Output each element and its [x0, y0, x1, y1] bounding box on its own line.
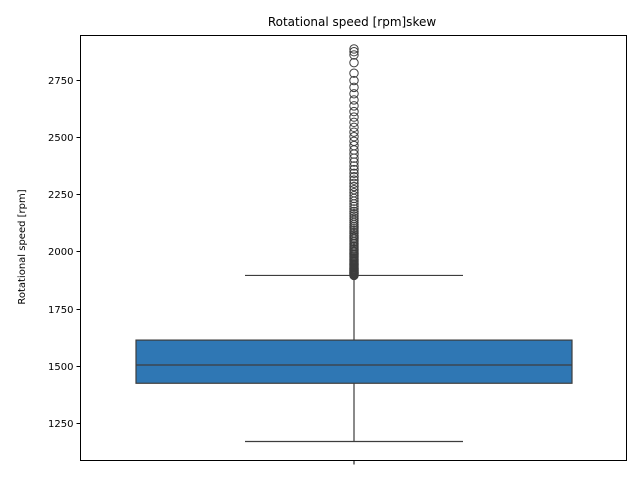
- outlier-point: [349, 161, 359, 171]
- outlier-point: [349, 188, 359, 198]
- outlier-point: [349, 122, 359, 133]
- y-tick-label: 1250: [48, 419, 73, 430]
- outlier-point: [349, 181, 359, 192]
- outlier-point: [349, 75, 359, 86]
- outlier-point: [349, 206, 359, 217]
- outlier-point: [349, 204, 359, 214]
- outlier-point: [349, 57, 359, 68]
- outlier-point: [349, 211, 359, 221]
- outlier-point: [349, 95, 359, 105]
- outlier-point: [349, 101, 359, 111]
- y-tick-label: 2750: [48, 76, 73, 87]
- outlier-point: [349, 127, 359, 137]
- outlier-point: [349, 164, 359, 175]
- outlier-point: [349, 132, 359, 142]
- outlier-point: [349, 140, 359, 151]
- y-tick-label: 2000: [48, 247, 73, 258]
- y-axis: 1250 1500 1750 2000 2250 2500 2750: [48, 76, 81, 430]
- outlier-point: [349, 44, 359, 54]
- outlier-point: [349, 136, 359, 146]
- outlier-point: [349, 168, 359, 178]
- y-tick-label: 2500: [48, 133, 73, 144]
- outlier-point: [349, 106, 359, 117]
- outlier-point: [349, 112, 359, 122]
- outlier-points: [349, 44, 359, 281]
- outlier-point: [349, 190, 359, 201]
- y-tick-label: 1750: [48, 305, 73, 316]
- chart-title: Rotational speed [rpm]skew: [268, 15, 437, 29]
- outlier-point: [349, 209, 359, 219]
- outlier-point: [349, 82, 359, 93]
- iqr-box: [135, 339, 573, 384]
- outlier-point: [349, 175, 359, 185]
- outlier-point: [349, 89, 359, 99]
- box-plot: [135, 274, 573, 443]
- outlier-point: [349, 117, 359, 128]
- outlier-point: [349, 178, 359, 189]
- outlier-point: [349, 47, 359, 57]
- outlier-point: [349, 68, 359, 78]
- outlier-point: [349, 172, 359, 182]
- outlier-point: [349, 50, 359, 60]
- outlier-point: [349, 185, 359, 195]
- y-tick-label: 2250: [48, 190, 73, 201]
- y-tick-label: 1500: [48, 362, 73, 373]
- y-axis-label: Rotational speed [rpm]: [17, 189, 28, 304]
- outlier-point: [349, 213, 359, 223]
